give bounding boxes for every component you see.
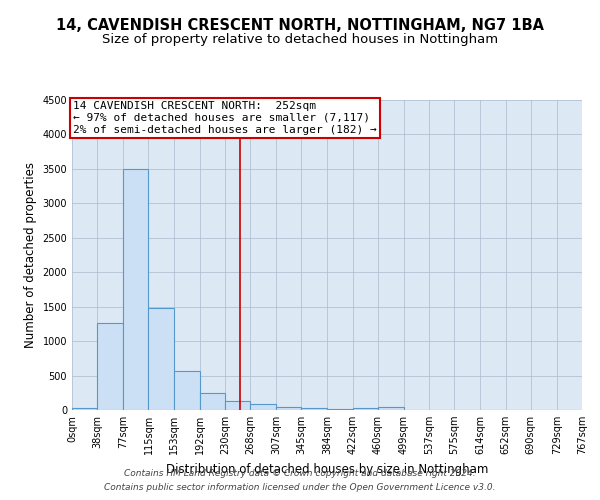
Bar xyxy=(148,308,174,410)
Bar xyxy=(353,408,378,410)
Text: 14 CAVENDISH CRESCENT NORTH:  252sqm
← 97% of detached houses are smaller (7,117: 14 CAVENDISH CRESCENT NORTH: 252sqm ← 97… xyxy=(73,102,377,134)
Bar xyxy=(276,407,301,410)
Text: 14, CAVENDISH CRESCENT NORTH, NOTTINGHAM, NG7 1BA: 14, CAVENDISH CRESCENT NORTH, NOTTINGHAM… xyxy=(56,18,544,32)
Bar xyxy=(301,408,328,410)
Bar xyxy=(200,394,225,410)
Bar xyxy=(378,407,404,410)
X-axis label: Distribution of detached houses by size in Nottingham: Distribution of detached houses by size … xyxy=(166,462,488,475)
Bar xyxy=(123,169,148,410)
Bar xyxy=(328,409,353,410)
Text: Size of property relative to detached houses in Nottingham: Size of property relative to detached ho… xyxy=(102,32,498,46)
Text: Contains public sector information licensed under the Open Government Licence v3: Contains public sector information licen… xyxy=(104,484,496,492)
Text: Contains HM Land Registry data © Crown copyright and database right 2024.: Contains HM Land Registry data © Crown c… xyxy=(124,468,476,477)
Bar xyxy=(174,370,200,410)
Y-axis label: Number of detached properties: Number of detached properties xyxy=(24,162,37,348)
Bar xyxy=(97,322,123,410)
Bar xyxy=(225,401,250,410)
Bar xyxy=(250,404,276,410)
Bar xyxy=(72,408,97,410)
